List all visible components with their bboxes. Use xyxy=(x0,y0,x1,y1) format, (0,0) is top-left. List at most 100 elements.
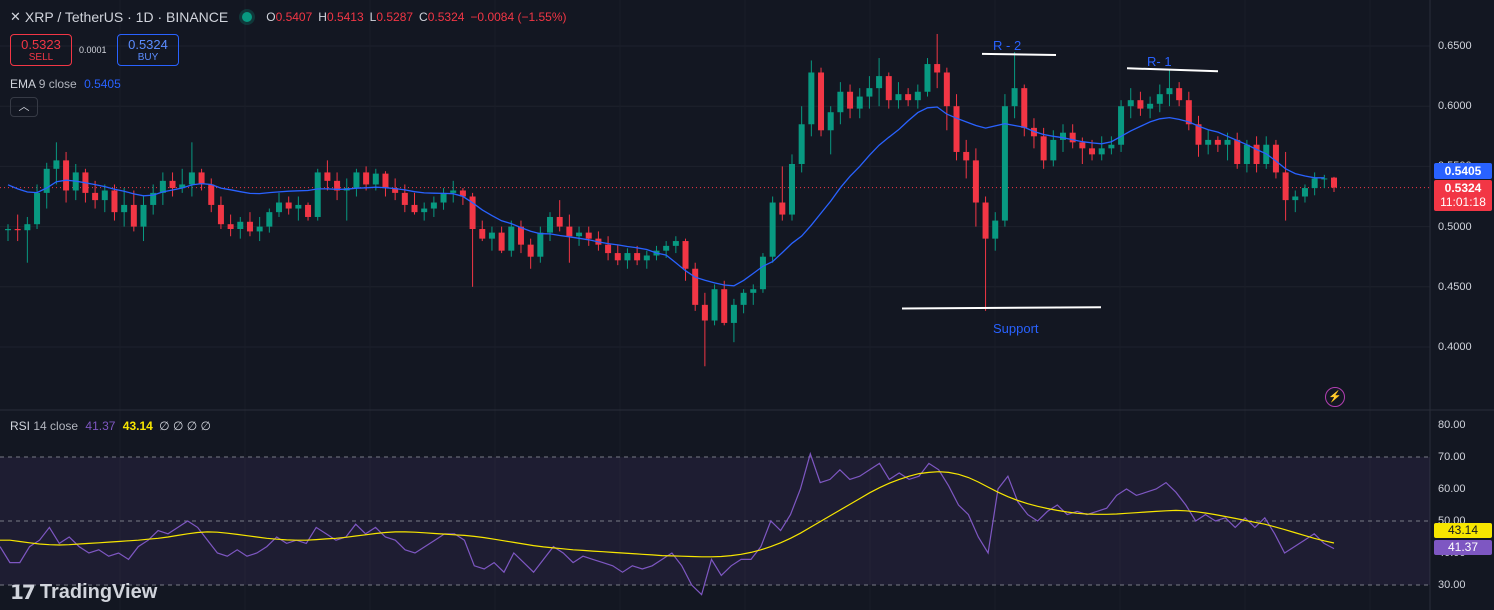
exchange-logo-icon: ✕ xyxy=(10,9,21,24)
candle-body xyxy=(779,202,786,215)
candle-body xyxy=(285,202,292,209)
candle-body xyxy=(1176,88,1183,101)
candle-body xyxy=(1089,148,1096,155)
chevron-up-icon: ︿ xyxy=(18,101,30,113)
annotation-r2[interactable]: R - 2 xyxy=(993,38,1022,53)
candle-body xyxy=(566,226,573,237)
candle-body xyxy=(924,64,931,92)
rsi-params: 14 close xyxy=(33,419,79,433)
candle-body xyxy=(992,220,999,239)
price-tick: 0.4000 xyxy=(1438,341,1472,353)
candle-body xyxy=(750,289,757,293)
candle-body xyxy=(227,224,234,230)
candle-body xyxy=(421,208,428,213)
candle-body xyxy=(53,160,60,169)
buy-button[interactable]: 0.5324 BUY xyxy=(117,34,179,66)
last-price-tag: 0.5324 11:01:18 xyxy=(1434,180,1492,211)
candle-body xyxy=(934,64,941,73)
candle-body xyxy=(363,172,370,185)
candle-body xyxy=(1059,132,1066,140)
buy-price: 0.5324 xyxy=(128,37,168,52)
candle-body xyxy=(1282,172,1289,201)
candle-body xyxy=(634,253,641,261)
candle-body xyxy=(808,72,815,125)
candle-body xyxy=(198,172,205,185)
candle-body xyxy=(140,204,147,227)
candle-body xyxy=(411,204,418,213)
ohlc-high-value: 0.5413 xyxy=(326,10,364,24)
resistance-1-line xyxy=(1126,67,1219,73)
candle-body xyxy=(372,173,379,185)
candle-body xyxy=(266,212,273,227)
resistance-2-line xyxy=(981,52,1057,57)
buy-label: BUY xyxy=(137,52,159,63)
annotation-support[interactable]: Support xyxy=(993,321,1039,336)
candle-body xyxy=(1137,100,1144,109)
candle-body xyxy=(188,172,195,185)
candle-body xyxy=(847,91,854,109)
ema-line xyxy=(7,106,1325,287)
ohlc-high-key: H xyxy=(318,10,327,24)
candle-body xyxy=(334,180,341,191)
candle-body xyxy=(1253,144,1260,164)
rsi-tick: 80.00 xyxy=(1438,419,1466,431)
ohlc-open-key: O xyxy=(266,10,276,24)
price-tick: 0.6000 xyxy=(1438,100,1472,112)
candle-body xyxy=(740,292,747,305)
candle-body xyxy=(1205,139,1212,145)
candle-body xyxy=(430,202,437,209)
rsi-extra-values: ∅ ∅ ∅ ∅ xyxy=(159,419,211,433)
candle-body xyxy=(1301,188,1308,197)
ema-value: 0.5405 xyxy=(84,77,121,91)
tradingview-logo[interactable]: 𝟭𝟳 TradingView xyxy=(10,580,157,605)
lightning-icon[interactable]: ⚡ xyxy=(1325,387,1345,407)
candle-body xyxy=(769,202,776,257)
candle-body xyxy=(517,226,524,245)
rsi-ma-tag: 43.14 xyxy=(1434,523,1492,538)
candle-body xyxy=(498,232,505,251)
candle-body xyxy=(759,256,766,290)
candle-body xyxy=(527,244,534,257)
annotation-r1[interactable]: R- 1 xyxy=(1147,54,1172,69)
ema-legend[interactable]: EMA 9 close 0.5405 xyxy=(10,77,121,91)
candle-body xyxy=(1195,124,1202,145)
sell-button[interactable]: 0.5323 SELL xyxy=(10,34,72,66)
candle-body xyxy=(101,190,108,201)
support-line xyxy=(901,306,1102,310)
candle-body xyxy=(276,202,283,213)
candle-body xyxy=(1108,144,1115,149)
candle-body xyxy=(701,304,708,321)
candle-body xyxy=(682,241,689,269)
candle-body xyxy=(614,253,621,261)
candle-body xyxy=(508,226,515,251)
candle-body xyxy=(537,232,544,257)
candle-body xyxy=(1330,177,1338,188)
candle-body xyxy=(169,180,176,189)
collapse-indicators-button[interactable]: ︿ xyxy=(10,97,38,117)
ema-name: EMA xyxy=(10,77,36,91)
candle-body xyxy=(24,224,31,231)
candle-body xyxy=(885,76,892,101)
candle-body xyxy=(1214,139,1221,145)
symbol-title[interactable]: XRP / TetherUS · 1D · BINANCE xyxy=(24,9,229,25)
candle-body xyxy=(943,72,950,107)
candle-body xyxy=(692,268,699,305)
candle-body xyxy=(547,216,554,233)
price-tick: 0.5000 xyxy=(1438,221,1472,233)
candle-body xyxy=(585,232,592,239)
candle-body xyxy=(624,253,631,261)
candle-body xyxy=(576,232,583,237)
candle-body xyxy=(905,94,912,101)
brand-name: TradingView xyxy=(39,581,158,603)
candle-body xyxy=(1069,132,1076,143)
candle-body xyxy=(1224,139,1231,145)
candle-body xyxy=(1234,139,1241,164)
rsi-legend[interactable]: RSI 14 close 41.37 43.14 ∅ ∅ ∅ ∅ xyxy=(10,419,211,433)
candle-body xyxy=(43,168,50,193)
rsi-name: RSI xyxy=(10,419,31,433)
candle-body xyxy=(1311,178,1318,189)
candle-body xyxy=(953,106,960,152)
market-open-icon xyxy=(242,12,253,22)
